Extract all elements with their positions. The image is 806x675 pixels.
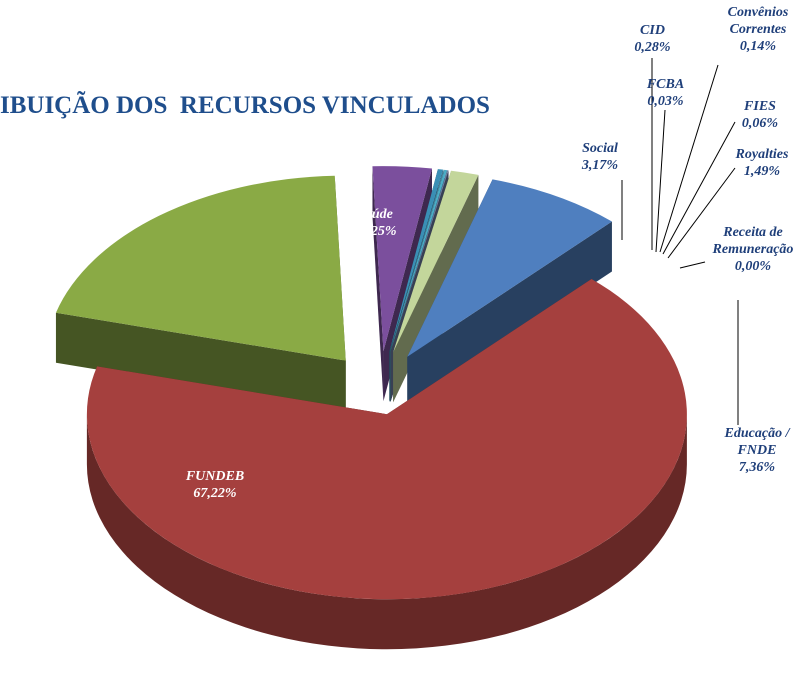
slice <box>393 170 479 353</box>
data-label: Receita de Remuneração 0,00% <box>700 224 806 275</box>
label-value: 0,14% <box>739 39 777 54</box>
slice <box>55 175 346 361</box>
label-value: 7,36% <box>738 460 776 475</box>
data-label: FCBA 0,03% <box>638 76 693 110</box>
label-name: Receita de Remuneração <box>712 225 794 257</box>
label-value: 0,00% <box>734 259 772 274</box>
slice <box>86 278 687 600</box>
label-name: Educação / FNDE <box>724 426 790 458</box>
data-label: Educação / FNDE 7,36% <box>712 425 802 476</box>
leader <box>679 261 706 269</box>
slice <box>372 166 433 352</box>
data-label: Saúde 20,25% <box>320 206 430 240</box>
label-value: 1,49% <box>743 164 781 179</box>
label-value: 67,22% <box>193 486 237 501</box>
leader <box>655 109 666 253</box>
data-label: Royalties 1,49% <box>722 146 802 180</box>
data-label: Convênios Correntes 0,14% <box>712 4 804 55</box>
label-value: 20,25% <box>353 224 397 239</box>
label-name: Convênios Correntes <box>727 5 789 37</box>
label-value: 0,28% <box>634 40 671 55</box>
slice <box>390 170 449 352</box>
label-value: 0,06% <box>741 116 779 131</box>
slice-side <box>86 414 687 650</box>
slice <box>390 169 448 352</box>
data-label: FIES 0,06% <box>725 98 795 132</box>
label-value: 0,03% <box>647 94 684 109</box>
label-name: FIES <box>744 99 776 114</box>
leader-lines <box>621 58 739 425</box>
leader <box>662 121 736 255</box>
data-label: CID 0,28% <box>625 22 680 56</box>
label-name: FUNDEB <box>185 469 245 484</box>
slice-wall <box>407 221 612 407</box>
data-label: FUNDEB 67,22% <box>150 468 280 502</box>
leader <box>659 64 719 253</box>
chart-title: IBUIÇÃO DOS RECURSOS VINCULADOS <box>0 92 490 119</box>
label-name: FCBA <box>646 77 685 92</box>
label-name: Royalties <box>735 147 789 162</box>
tops <box>55 166 687 600</box>
label-name: Saúde <box>357 207 393 222</box>
data-label: Social 3,17% <box>565 140 635 174</box>
label-name: Social <box>582 141 618 156</box>
label-name: CID <box>640 23 665 38</box>
slice <box>389 169 445 352</box>
slice-wall <box>372 166 384 402</box>
label-value: 3,17% <box>581 158 619 173</box>
slice <box>407 179 612 357</box>
leader <box>667 167 736 259</box>
slice <box>389 169 444 352</box>
slice-wall <box>55 312 346 411</box>
